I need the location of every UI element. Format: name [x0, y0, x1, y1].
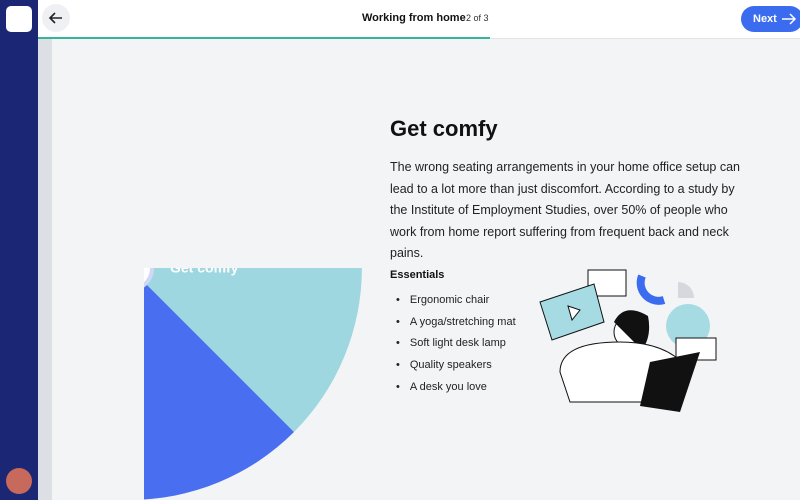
logo[interactable] [6, 6, 32, 32]
content-title: Get comfy [390, 116, 498, 141]
progress-bar [38, 37, 490, 39]
segment-label[interactable]: Build up [121, 312, 137, 368]
sidebar [0, 0, 38, 500]
next-label[interactable]: Next [753, 13, 777, 25]
list-item: Ergonomic chair [390, 294, 516, 316]
avatar[interactable] [6, 468, 32, 494]
progress-text: 2 of 3 [466, 13, 489, 23]
back-button[interactable] [42, 4, 70, 32]
essentials-list: Ergonomic chair A yoga/stretching mat So… [390, 294, 516, 402]
list-item: A yoga/stretching mat [390, 316, 516, 338]
segment-label[interactable]: Spee [68, 261, 102, 277]
segment-label[interactable]: Get a plant [123, 310, 139, 383]
wheel: Build up Get comfy Get a plant Spee [38, 39, 362, 500]
list-item: Soft light desk lamp [390, 337, 516, 359]
content-body: The wrong seating arrangements in your h… [390, 160, 740, 260]
next-button[interactable]: Next [741, 6, 800, 32]
essentials-title: Essentials [390, 269, 445, 281]
header-title: Working from home [362, 12, 466, 24]
list-item: Quality speakers [390, 359, 516, 381]
illustration [539, 269, 717, 412]
list-item: A desk you love [390, 381, 516, 403]
segment-label[interactable]: Get comfy [170, 260, 239, 276]
